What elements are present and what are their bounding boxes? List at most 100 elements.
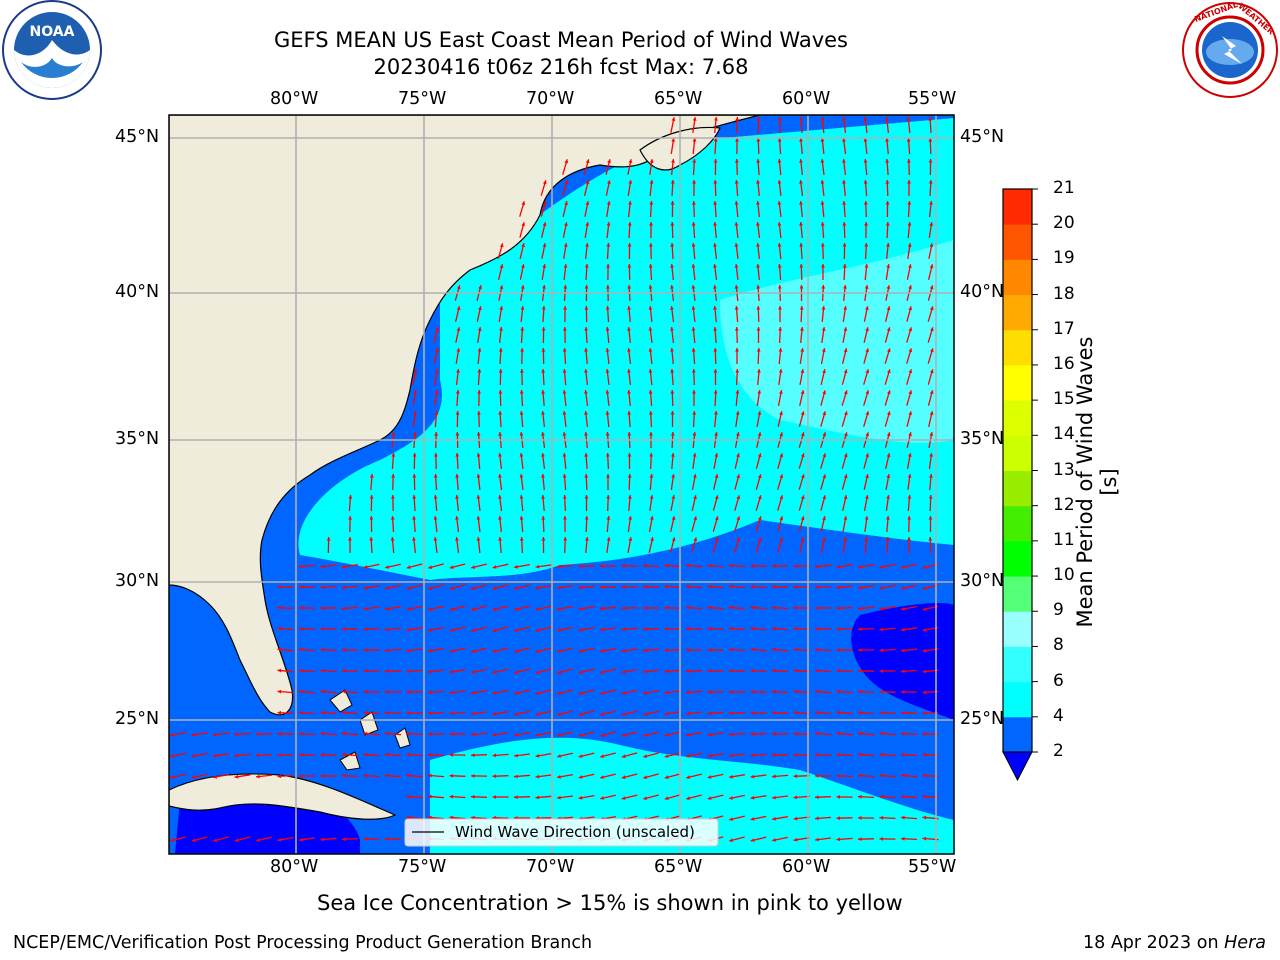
wind-wave-arrowhead [649,432,653,436]
wind-wave-arrowhead [627,432,632,436]
wind-wave-arrowhead [390,516,395,520]
wind-wave-arrowhead [842,117,846,121]
wind-wave-arrowhead [670,390,675,394]
lat-right-35: 35°N [960,429,1005,449]
wind-wave-arrowhead [779,453,784,458]
wind-wave-arrowhead [299,837,303,842]
wind-wave-arrowhead [928,516,933,520]
wind-wave-arrowhead [836,837,841,842]
wind-wave-arrowhead [886,243,890,247]
wind-wave-arrowhead [879,669,883,673]
wind-wave-arrowhead [879,586,884,590]
wind-wave-arrowhead [778,348,783,352]
wind-wave-arrowhead [757,369,761,373]
wind-wave-arrowhead [865,474,869,479]
wind-wave-arrowhead [499,327,503,331]
wind-wave-arrowhead [342,837,346,842]
colorbar-tick-label: 4 [1053,705,1064,726]
wind-wave-arrowhead [428,752,432,757]
wind-wave-arrowhead [363,565,368,569]
colorbar-tick-label: 20 [1053,213,1075,234]
wind-wave-arrowhead [756,201,760,205]
wind-wave-arrowhead [299,585,303,589]
wind-wave-arrowhead [879,837,883,841]
wind-wave-arrowhead [901,648,905,653]
colorbar-segment [1003,716,1032,753]
wind-wave-arrowhead [858,669,862,673]
wind-wave-arrowhead [686,605,690,610]
wind-wave-arrowhead [922,711,926,715]
wind-wave-arrowhead [800,411,805,416]
wind-wave-arrowhead [456,285,461,290]
wind-wave-arrowhead [627,474,632,478]
wind-wave-arrowhead [256,774,260,779]
wind-wave-arrowhead [299,647,303,652]
wind-wave-arrowhead [907,222,912,226]
wind-wave-arrowhead [901,690,905,694]
wind-wave-arrowhead [342,731,346,736]
wind-wave-arrowhead [557,774,561,779]
wind-wave-arrowhead [449,732,454,737]
wind-wave-arrowhead [842,159,846,163]
wind-wave-arrowhead [686,626,690,631]
wind-wave-arrowhead [908,306,912,311]
wind-wave-arrowhead [578,564,583,569]
wind-wave-arrowhead [385,710,389,715]
wind-wave-arrowhead [428,794,432,799]
wind-wave-arrowhead [863,180,868,184]
wind-wave-arrowhead [670,264,674,268]
lon-bottom-55: 55°W [908,857,957,877]
wind-wave-arrowhead [621,712,626,716]
wind-wave-arrowhead [735,369,740,373]
wind-wave-arrowhead [729,774,733,779]
wind-wave-arrowhead [535,733,540,737]
wind-wave-arrowhead [756,117,761,121]
wind-wave-arrowhead [476,537,481,541]
wind-wave-arrowhead [686,711,690,716]
wind-wave-arrowhead [799,159,803,163]
wind-wave-arrowhead [299,753,303,757]
wind-wave-arrowhead [707,796,712,800]
colorbar-tick-label: 13 [1053,459,1075,480]
wind-wave-arrowhead [628,537,633,541]
wind-wave-arrowhead [428,773,432,778]
wind-wave-arrowhead [428,648,432,653]
wind-wave-arrowhead [643,627,647,632]
wind-wave-arrowhead [707,732,712,737]
wind-wave-arrowhead [191,754,196,758]
wind-wave-arrowhead [476,495,481,499]
colorbar-segment [1003,611,1032,647]
wind-wave-arrowhead [858,816,862,820]
wind-wave-arrowhead [670,411,675,415]
wind-wave-arrowhead [606,537,611,541]
wind-wave-arrowhead [793,585,797,589]
wind-wave-arrowhead [815,837,819,842]
wind-wave-arrowhead [213,775,217,779]
wind-wave-arrowhead [578,754,583,758]
wind-wave-arrowhead [820,180,825,184]
wind-wave-arrowhead [691,201,696,205]
wind-wave-arrowhead [864,264,869,268]
colorbar-segment [1003,540,1032,577]
wind-wave-arrowhead [320,668,325,673]
wind-wave-arrowhead [455,432,460,436]
wind-wave-arrowhead [648,369,653,373]
wind-wave-arrowhead [922,815,927,820]
wind-wave-arrowhead [928,159,933,163]
wind-wave-arrowhead [542,264,547,268]
wind-wave-arrowhead [929,264,934,269]
wind-wave-arrowhead [800,495,805,500]
wind-wave-arrowhead [277,605,282,610]
wind-wave-arrowhead [843,474,848,479]
wind-wave-arrowhead [800,369,805,373]
wind-wave-arrowhead [750,817,755,821]
wind-wave-arrowhead [584,453,589,457]
wind-wave-arrowhead [471,753,475,758]
wind-wave-arrowhead [757,390,761,394]
wind-wave-arrowhead [836,689,841,694]
wind-wave-arrowhead [879,815,884,820]
wind-wave-arrowhead [815,668,819,673]
wind-wave-arrowhead [519,474,524,478]
wind-wave-arrowhead [434,390,439,394]
wind-wave-arrowhead [277,710,282,715]
